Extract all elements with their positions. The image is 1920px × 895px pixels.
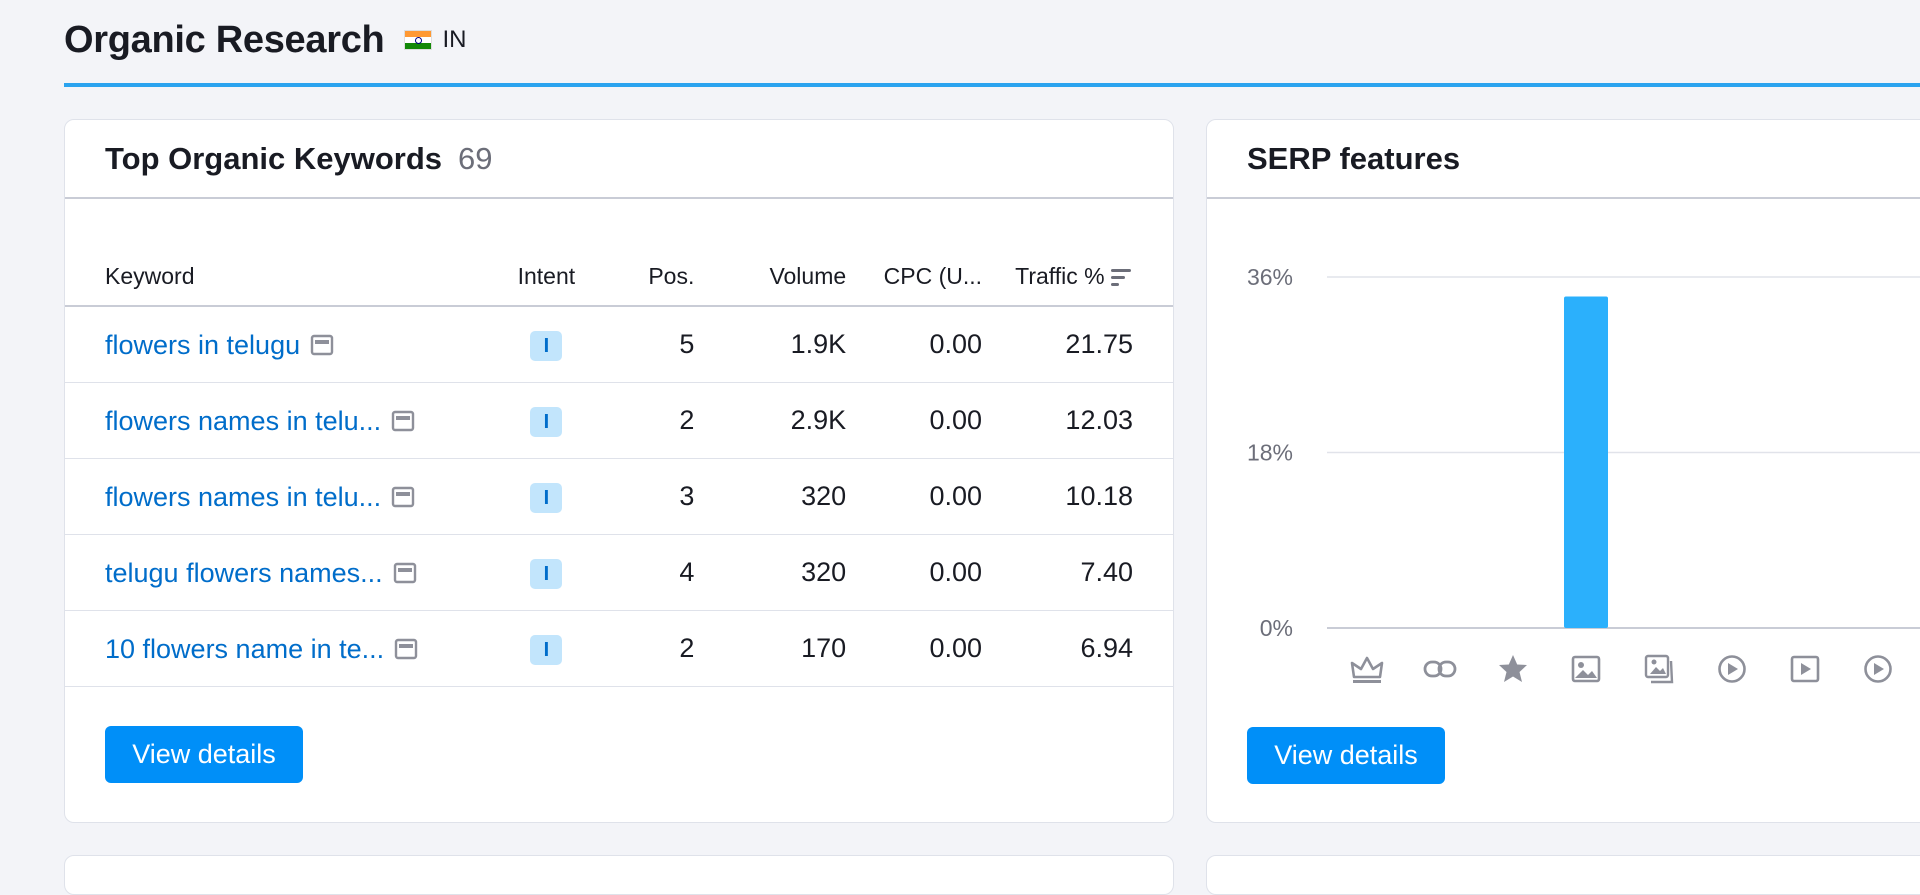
- table-row: flowers in telugu I 5 1.9K 0.00 21.75: [65, 306, 1173, 383]
- view-details-button[interactable]: View details: [1247, 727, 1445, 784]
- page-title: Organic Research: [64, 18, 385, 61]
- intent-cell: I: [502, 534, 591, 611]
- serp-snapshot-icon[interactable]: [393, 562, 417, 584]
- keyword-count: 69: [458, 140, 493, 176]
- serp-features-chart: 0% 18% 36%: [1247, 264, 1920, 684]
- india-flag-icon: [404, 30, 433, 50]
- volume-cell: 2.9K: [694, 382, 847, 459]
- cpc-cell: 0.00: [846, 382, 983, 459]
- keywords-table: Keyword Intent Pos. Volume CPC (U... Tra…: [65, 247, 1173, 687]
- intent-cell: I: [502, 382, 591, 459]
- column-keyword: Keyword: [65, 247, 503, 307]
- card-header: Top Organic Keywords 69: [65, 120, 1173, 199]
- serp-features-card: SERP features 0% 18% 36% View details: [1206, 119, 1920, 823]
- column-traffic-label: Traffic %: [1015, 262, 1105, 289]
- link-icon[interactable]: [1423, 660, 1457, 678]
- card-title: SERP features: [1247, 140, 1461, 176]
- traffic-cell: 12.03: [982, 382, 1173, 459]
- next-card-right: [1206, 855, 1920, 895]
- volume-cell: 170: [694, 610, 847, 687]
- keyword-link[interactable]: flowers in telugu: [105, 329, 301, 360]
- view-details-button[interactable]: View details: [105, 726, 303, 783]
- keyword-link[interactable]: 10 flowers name in te...: [105, 633, 385, 664]
- intent-cell: I: [502, 306, 591, 383]
- table-row: 10 flowers name in te... I 2 170 0.00 6.94: [65, 610, 1173, 687]
- intent-badge: I: [530, 635, 563, 665]
- traffic-cell: 6.94: [982, 610, 1173, 687]
- y-tick-label: 18%: [1247, 440, 1293, 466]
- sort-descending-icon[interactable]: [1107, 267, 1133, 287]
- intent-badge: I: [530, 407, 563, 437]
- volume-cell: 320: [694, 458, 847, 535]
- cpc-cell: 0.00: [846, 306, 983, 383]
- volume-cell: 1.9K: [694, 306, 847, 383]
- image-icon[interactable]: [1571, 655, 1601, 683]
- position-cell: 4: [590, 534, 695, 611]
- volume-cell: 320: [694, 534, 847, 611]
- serp-snapshot-icon[interactable]: [391, 486, 415, 508]
- intent-badge: I: [530, 559, 563, 589]
- keyword-link[interactable]: flowers names in telu...: [105, 405, 382, 436]
- page-header: Organic Research IN: [64, 10, 466, 70]
- column-traffic[interactable]: Traffic %: [982, 247, 1173, 307]
- column-volume: Volume: [694, 247, 847, 307]
- y-tick-label: 0%: [1260, 615, 1293, 641]
- intent-badge: I: [530, 331, 563, 361]
- keyword-cell: telugu flowers names...: [65, 534, 503, 611]
- video-play-icon[interactable]: [1864, 655, 1892, 683]
- keyword-link[interactable]: telugu flowers names...: [105, 557, 383, 588]
- intent-cell: I: [502, 610, 591, 687]
- crown-icon[interactable]: [1350, 656, 1384, 683]
- keyword-cell: flowers in telugu: [65, 306, 503, 383]
- traffic-cell: 7.40: [982, 534, 1173, 611]
- keyword-cell: 10 flowers name in te...: [65, 610, 503, 687]
- video-box-icon[interactable]: [1790, 655, 1820, 683]
- table-header-row: Keyword Intent Pos. Volume CPC (U... Tra…: [65, 247, 1173, 307]
- cpc-cell: 0.00: [846, 458, 983, 535]
- top-organic-keywords-card: Top Organic Keywords 69 Keyword Intent P…: [64, 119, 1174, 823]
- cpc-cell: 0.00: [846, 534, 983, 611]
- position-cell: 2: [590, 382, 695, 459]
- card-header: SERP features: [1207, 120, 1920, 199]
- next-card-left: [64, 855, 1174, 895]
- keyword-cell: flowers names in telu...: [65, 382, 503, 459]
- keyword-cell: flowers names in telu...: [65, 458, 503, 535]
- position-cell: 2: [590, 610, 695, 687]
- card-title: Top Organic Keywords: [105, 140, 443, 176]
- traffic-cell: 21.75: [982, 306, 1173, 383]
- keyword-link[interactable]: flowers names in telu...: [105, 481, 382, 512]
- position-cell: 3: [590, 458, 695, 535]
- table-row: telugu flowers names... I 4 320 0.00 7.40: [65, 534, 1173, 611]
- column-cpc: CPC (U...: [846, 247, 983, 307]
- bar-image[interactable]: [1564, 296, 1608, 629]
- serp-snapshot-icon[interactable]: [394, 638, 418, 660]
- image-pack-icon[interactable]: [1644, 654, 1674, 684]
- country-code: IN: [442, 26, 467, 53]
- column-intent: Intent: [502, 247, 591, 307]
- intent-cell: I: [502, 458, 591, 535]
- table-row: flowers names in telu... I 2 2.9K 0.00 12.03: [65, 382, 1173, 459]
- serp-snapshot-icon[interactable]: [391, 410, 415, 432]
- serp-snapshot-icon[interactable]: [310, 334, 334, 356]
- position-cell: 5: [590, 306, 695, 383]
- star-icon[interactable]: [1499, 655, 1527, 682]
- table-row: flowers names in telu... I 3 320 0.00 10.18: [65, 458, 1173, 535]
- column-pos: Pos.: [590, 247, 695, 307]
- video-play-icon[interactable]: [1718, 655, 1746, 683]
- y-tick-label: 36%: [1247, 264, 1293, 290]
- cpc-cell: 0.00: [846, 610, 983, 687]
- header-divider: [64, 83, 1920, 87]
- intent-badge: I: [530, 483, 563, 513]
- traffic-cell: 10.18: [982, 458, 1173, 535]
